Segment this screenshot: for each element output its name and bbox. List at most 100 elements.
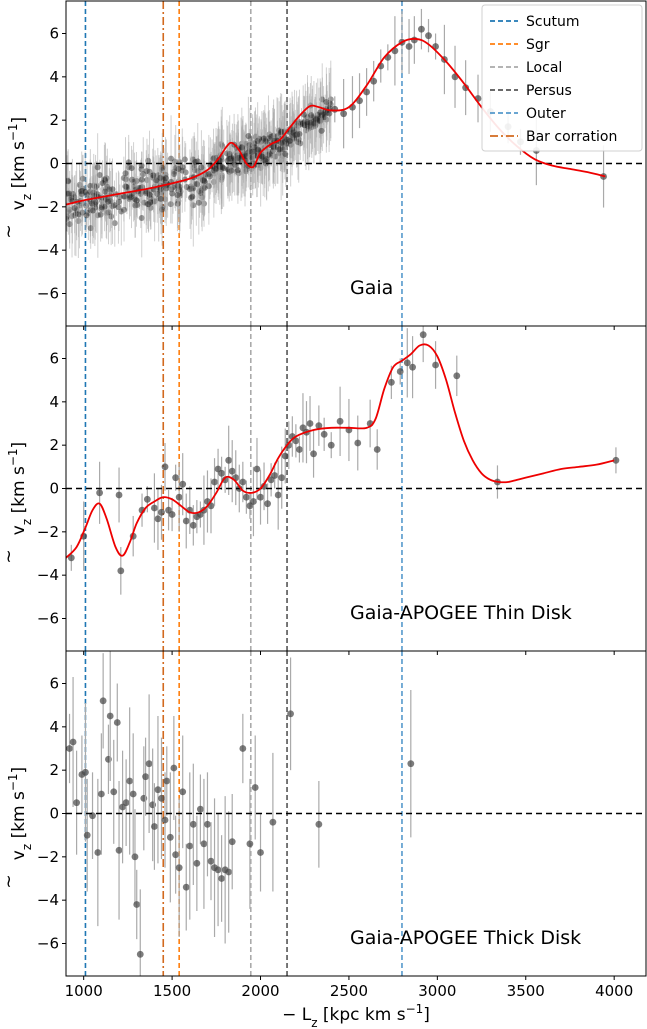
data-point	[257, 493, 264, 501]
data-point	[242, 493, 250, 501]
data-point	[425, 32, 432, 40]
data-point	[419, 331, 427, 339]
data-point	[115, 491, 123, 499]
data-point	[189, 521, 197, 529]
y-tick-label: 4	[49, 718, 59, 736]
y-tick-label: 0	[49, 480, 59, 498]
y-tick-label: 4	[49, 393, 59, 411]
svg-text:~: ~	[0, 874, 19, 888]
data-point	[105, 755, 112, 763]
data-point	[315, 820, 323, 828]
data-point	[172, 851, 180, 859]
data-point	[115, 846, 123, 854]
svg-text:~: ~	[0, 549, 19, 563]
data-point	[257, 849, 264, 856]
data-point	[66, 745, 73, 752]
data-point	[410, 36, 418, 44]
data-point	[166, 833, 174, 841]
data-point	[269, 818, 277, 826]
data-point	[133, 901, 141, 908]
data-point	[126, 777, 134, 785]
data-point	[225, 456, 233, 464]
data-point	[140, 794, 148, 802]
dense-cloud-1	[66, 115, 209, 259]
data-point	[129, 790, 137, 798]
data-point	[274, 491, 282, 499]
data-point	[179, 480, 187, 488]
data-point	[82, 768, 89, 776]
data-point	[69, 738, 77, 746]
x-tick-label: 3500	[507, 982, 545, 1000]
data-point	[172, 474, 180, 482]
data-point	[218, 875, 226, 882]
data-point	[193, 859, 201, 867]
data-point	[363, 88, 371, 96]
legend-entry: Sgr	[526, 37, 550, 53]
data-point	[320, 430, 328, 438]
data-point	[97, 790, 105, 798]
data-point	[418, 25, 425, 33]
data-point	[396, 368, 404, 375]
data-point	[161, 463, 169, 471]
data-point	[214, 866, 222, 874]
plot-area	[66, 326, 646, 651]
data-point	[73, 799, 81, 807]
data-point	[336, 417, 344, 425]
legend-entry: Persus	[526, 83, 572, 99]
data-point	[228, 838, 236, 846]
data-point	[281, 452, 289, 460]
data-point	[145, 760, 153, 768]
y-tick-label: 6	[49, 25, 59, 43]
y-tick-label: 0	[49, 805, 59, 823]
svg-text:~: ~	[0, 224, 19, 238]
fit-curve	[66, 343, 615, 559]
data-point	[250, 498, 257, 505]
data-point	[327, 441, 335, 449]
data-point	[200, 840, 208, 848]
y-axis-label: vz [km s−1]	[6, 442, 34, 535]
data-point	[170, 764, 178, 772]
x-tick-label: 2000	[241, 982, 279, 1000]
data-point	[373, 446, 381, 453]
y-axis-label: vz [km s−1]	[6, 117, 34, 210]
data-point	[175, 493, 183, 501]
data-point	[161, 816, 169, 824]
y-tick-label: 2	[49, 111, 59, 129]
data-point	[99, 697, 107, 705]
y-tick-label: −4	[37, 891, 59, 909]
data-point	[251, 784, 259, 791]
y-tick-label: −6	[37, 610, 59, 628]
data-point	[136, 950, 144, 958]
panel-label: Gaia-APOGEE Thin Disk	[350, 602, 572, 624]
data-point	[218, 469, 226, 477]
data-point	[175, 864, 183, 872]
data-point	[106, 712, 114, 720]
data-point	[260, 482, 268, 490]
y-tick-label: −4	[37, 566, 59, 584]
legend-entry: Local	[526, 60, 562, 76]
y-tick-label: −2	[37, 523, 59, 541]
y-tick-label: 0	[49, 155, 59, 173]
data-point	[253, 465, 261, 473]
panel-label: Gaia-APOGEE Thick Disk	[350, 927, 581, 949]
data-point	[370, 77, 378, 85]
legend: Scutum Sgr Local Persus Outer Bar corration	[481, 4, 643, 152]
panel-3: −6 −4 −2 0 2 4 6 vz [km s−1] ~ Gaia-APOGEE Thick …	[0, 650, 647, 980]
data-point	[306, 420, 314, 427]
data-point	[228, 467, 236, 475]
data-point	[122, 799, 130, 807]
data-point	[142, 773, 149, 781]
data-point	[158, 508, 165, 516]
data-point	[292, 437, 300, 445]
data-point	[405, 43, 413, 50]
data-point	[179, 788, 187, 796]
x-tick-label: 3000	[418, 982, 456, 1000]
dense-cloud-3	[284, 60, 334, 187]
data-point	[246, 840, 254, 848]
y-tick-label: 6	[49, 350, 59, 368]
data-point	[310, 450, 317, 458]
data-point	[110, 788, 118, 796]
x-axis-label: − Lz [kpc km s−1]	[282, 1002, 430, 1029]
x-tick-label: 2500	[330, 982, 368, 1000]
data-point	[143, 495, 151, 503]
